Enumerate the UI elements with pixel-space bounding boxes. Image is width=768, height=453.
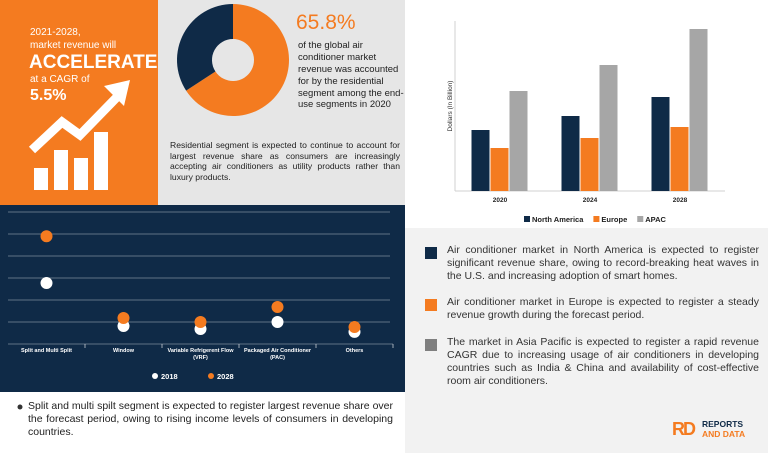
highlight-text: Air conditioner market in Europe is expe…: [447, 296, 759, 322]
bar: [599, 65, 618, 191]
x-tick-label: 2024: [583, 197, 598, 204]
bullet: [17, 404, 23, 410]
logo-mark: RD: [672, 419, 696, 439]
bar: [670, 127, 689, 191]
bar: [651, 97, 670, 191]
pie-value-label: 65.8%: [296, 11, 356, 34]
pie-note: Residential segment is expected to conti…: [170, 140, 400, 183]
growth-icon: [28, 80, 130, 190]
legend-swatch: [524, 216, 530, 222]
bar: [471, 130, 490, 191]
legend-label: 2018: [161, 372, 178, 381]
pie-slice: [176, 4, 233, 91]
x-tick-label: 2028: [673, 197, 688, 204]
x-tick-label: Packaged Air Conditioner (PAC): [243, 348, 312, 361]
highlight-swatch: [425, 299, 437, 311]
dark-panel: [0, 205, 405, 392]
x-tick-label: Window: [112, 348, 135, 354]
headline-line: market revenue will: [30, 40, 117, 51]
y-axis-label: Dollars (In Billion): [447, 81, 454, 132]
pie-caption: of the global air conditioner market rev…: [298, 40, 404, 111]
legend-label: North America: [532, 215, 584, 224]
headline-line: at a CAGR of: [30, 74, 90, 85]
highlight-text: The market in Asia Pacific is expected t…: [447, 336, 759, 388]
bar: [689, 29, 708, 191]
x-tick-label: Variable Refrigerent Flow (VRF): [167, 348, 234, 361]
dot-note: Split and multi spilt segment is expecte…: [28, 400, 393, 439]
highlight-panel: [405, 228, 768, 453]
cagr: 5.5%: [30, 87, 67, 104]
legend-dot: [152, 373, 158, 379]
highlight-text: Air conditioner market in North America …: [447, 244, 759, 283]
highlight-swatch: [425, 339, 437, 351]
legend-label: APAC: [645, 215, 666, 224]
headline-line: 2021-2028,: [30, 27, 81, 38]
legend-dot: [208, 373, 214, 379]
legend-label: 2028: [217, 372, 234, 381]
legend-swatch: [593, 216, 600, 222]
dot: [117, 312, 130, 325]
logo-sub: AND DATA: [702, 429, 746, 439]
dot: [40, 230, 53, 243]
headline: ACCELERATE: [29, 52, 158, 73]
x-tick-label: Split and Multi Split: [20, 348, 73, 354]
dot: [271, 316, 284, 328]
bar: [561, 116, 580, 191]
logo-brand: REPORTS: [702, 419, 744, 429]
legend-swatch: [637, 216, 644, 222]
bar: [509, 91, 528, 191]
dot: [348, 321, 361, 334]
pie-slice: [186, 4, 289, 116]
dot: [40, 277, 53, 290]
bar: [580, 138, 599, 191]
dot: [271, 301, 284, 314]
bar: [490, 148, 509, 191]
legend-label: Europe: [601, 215, 627, 224]
x-tick-label: 2020: [493, 197, 508, 204]
dot: [194, 316, 207, 328]
x-tick-label: Others: [345, 348, 364, 354]
highlight-swatch: [425, 247, 437, 259]
